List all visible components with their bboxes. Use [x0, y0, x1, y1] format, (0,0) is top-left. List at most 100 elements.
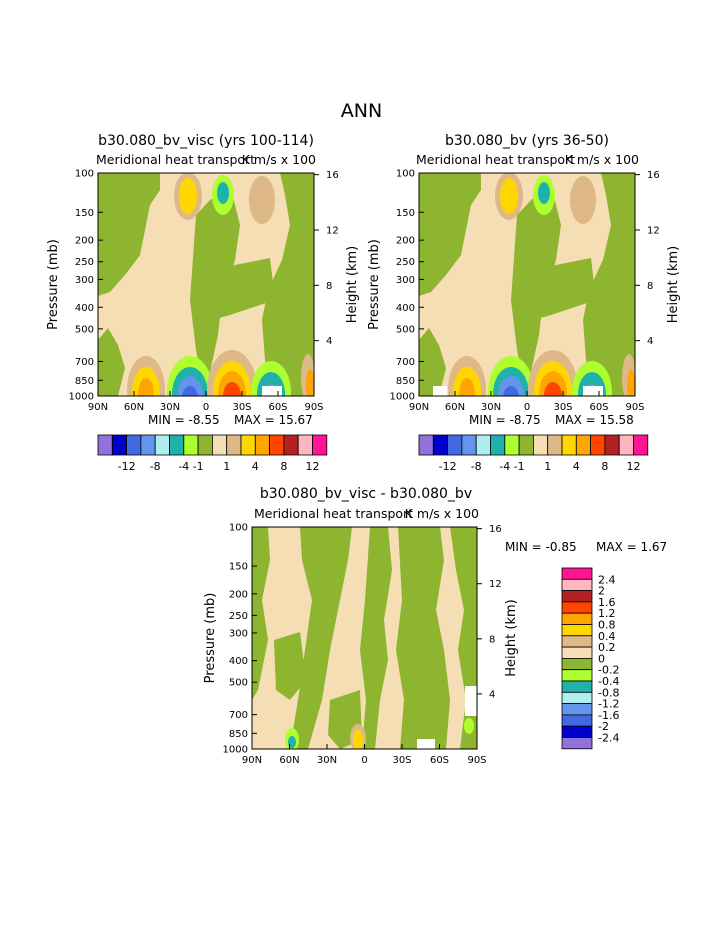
y-right-tick-label: 8	[647, 281, 653, 292]
panel-3-contour-yellow-1	[353, 730, 363, 749]
panel-1-min-label: MIN = -8.55	[148, 413, 220, 427]
y-tick-label: 850	[396, 376, 415, 387]
y-tick-label: 200	[229, 589, 248, 600]
colorbar-swatch	[561, 658, 593, 671]
colorbar-label: -12	[439, 460, 457, 473]
colorbar-swatch	[561, 680, 593, 693]
panel-2-contour-green-right	[583, 173, 635, 396]
y-tick-label: 300	[75, 275, 94, 286]
colorbar-swatch	[461, 434, 477, 456]
x-tick-label: 0	[203, 402, 209, 413]
colorbar-label: 2	[598, 585, 605, 598]
panel-2-contour-yellow-upper-n	[500, 178, 518, 214]
panel-1-colorbar: -12 -8 -4 -1 1 4 8 12	[97, 434, 328, 473]
panel-2-title: b30.080_bv (yrs 36-50)	[445, 133, 609, 149]
x-tick-label: 60N	[445, 402, 465, 413]
panel-3-contour-green-patch-3	[360, 527, 392, 749]
colorbar-swatch	[140, 434, 156, 456]
colorbar-swatch	[447, 434, 463, 456]
panel-3-title: b30.080_bv_visc - b30.080_bv	[260, 486, 472, 502]
colorbar-label: -0.2	[598, 664, 619, 677]
colorbar-swatch	[561, 691, 593, 704]
colorbar-swatch	[547, 434, 563, 456]
panel-2-contour-orange-lower-1	[459, 378, 475, 396]
colorbar-label: 8	[280, 460, 287, 473]
panel-1-missing-data	[262, 386, 282, 396]
panel-2-colorbar: -12 -8 -4 -1 1 4 8 12	[418, 434, 649, 473]
x-tick-label: 30N	[160, 402, 180, 413]
y-tick-label: 700	[75, 357, 94, 368]
colorbar-swatch	[169, 434, 185, 456]
colorbar-label: -8	[150, 460, 161, 473]
panel-3-contour-green-patch-6	[274, 632, 306, 700]
y-tick-label: 250	[229, 611, 248, 622]
panel-1-max-label: MAX = 15.67	[234, 413, 313, 427]
colorbar-swatch	[183, 434, 199, 456]
panel-2-min-label: MIN = -8.75	[469, 413, 541, 427]
colorbar-label: 0	[598, 652, 605, 665]
colorbar-swatch	[561, 635, 593, 648]
colorbar-swatch	[432, 434, 448, 456]
panel-1-subtitle-right: K m/s x 100	[242, 152, 316, 167]
colorbar-swatch	[561, 612, 593, 625]
colorbar-swatch	[590, 434, 606, 456]
colorbar-swatch	[490, 434, 506, 456]
colorbar-swatch	[561, 703, 593, 716]
colorbar-label: -8	[471, 460, 482, 473]
y-right-tick-label: 8	[326, 281, 332, 292]
panel-2-subtitle-left: Meridional heat transport	[416, 152, 575, 167]
colorbar-swatch	[418, 434, 434, 456]
colorbar-label: -12	[118, 460, 136, 473]
panel-3-colorbar: 2.421.61.20.80.40.20-0.2-0.4-0.8-1.2-1.6…	[561, 567, 619, 750]
x-tick-label: 90N	[409, 402, 429, 413]
colorbar-swatch	[226, 434, 242, 456]
panel-2-missing-data-left	[433, 386, 447, 396]
colorbar-label: 2.4	[598, 573, 616, 586]
colorbar-swatch	[561, 601, 593, 614]
colorbar-label: 1.6	[598, 596, 616, 609]
panel-2-contour-green-lower-left	[419, 328, 446, 396]
colorbar-label: 0.8	[598, 619, 616, 632]
y-right-tick-label: 16	[326, 170, 339, 181]
panel-2-contour-green-upper	[419, 173, 481, 296]
panel-1-contour-orange-lower-1	[138, 378, 154, 396]
panel-1-axes: 90N 60N 30N 0 30S 60S 90S 100 150 200 250 300 400 500…	[69, 169, 339, 414]
panel-1-contour-green-band	[210, 258, 275, 320]
colorbar-label: -4	[178, 460, 189, 473]
colorbar-swatch	[197, 434, 213, 456]
colorbar-label: 8	[601, 460, 608, 473]
colorbar-swatch	[561, 578, 593, 591]
panel-2-contour-blue-lower-1	[503, 386, 519, 396]
panel-2-plot-area	[419, 173, 635, 396]
colorbar-swatch	[97, 434, 113, 456]
panel-3-contour-green-patch-4	[396, 527, 450, 749]
panel-1-contour-green-upper	[98, 173, 160, 296]
panel-2-axes: 90N 60N 30N 0 30S 60S 90S 100 150 200 250 300 400 500…	[390, 169, 660, 414]
colorbar-swatch	[240, 434, 256, 456]
colorbar-label: 4	[573, 460, 580, 473]
y-tick-label: 100	[396, 169, 415, 180]
x-tick-label: 90S	[625, 402, 644, 413]
panel-3-plot-area	[252, 527, 477, 749]
panel-2-ylabel: Pressure (mb)	[367, 239, 382, 330]
panel-2-ylabel-right: Height (km)	[666, 246, 681, 323]
panel-2-contour-tan-upper-s	[570, 176, 596, 224]
colorbar-label: -2.4	[598, 732, 619, 745]
x-tick-label: 30N	[317, 755, 337, 766]
panel-1-contour-green-right	[262, 173, 314, 396]
colorbar-label: -4	[499, 460, 510, 473]
colorbar-swatch	[297, 434, 313, 456]
panel-2: b30.080_bv (yrs 36-50) Meridional heat t…	[367, 133, 681, 473]
y-tick-label: 700	[396, 357, 415, 368]
y-tick-label: 1000	[223, 745, 248, 756]
panel-3-subtitle-right: K m/s x 100	[405, 506, 479, 521]
y-tick-label: 100	[229, 523, 248, 534]
y-right-tick-label: 16	[647, 170, 660, 181]
panel-1-contour-tan-upper-s	[249, 176, 275, 224]
y-tick-label: 150	[229, 562, 248, 573]
colorbar-swatch	[561, 646, 593, 659]
panel-3-subtitle-left: Meridional heat transport	[254, 506, 413, 521]
x-tick-label: 60S	[268, 402, 287, 413]
colorbar-swatch	[475, 434, 491, 456]
colorbar-label: 1	[544, 460, 551, 473]
